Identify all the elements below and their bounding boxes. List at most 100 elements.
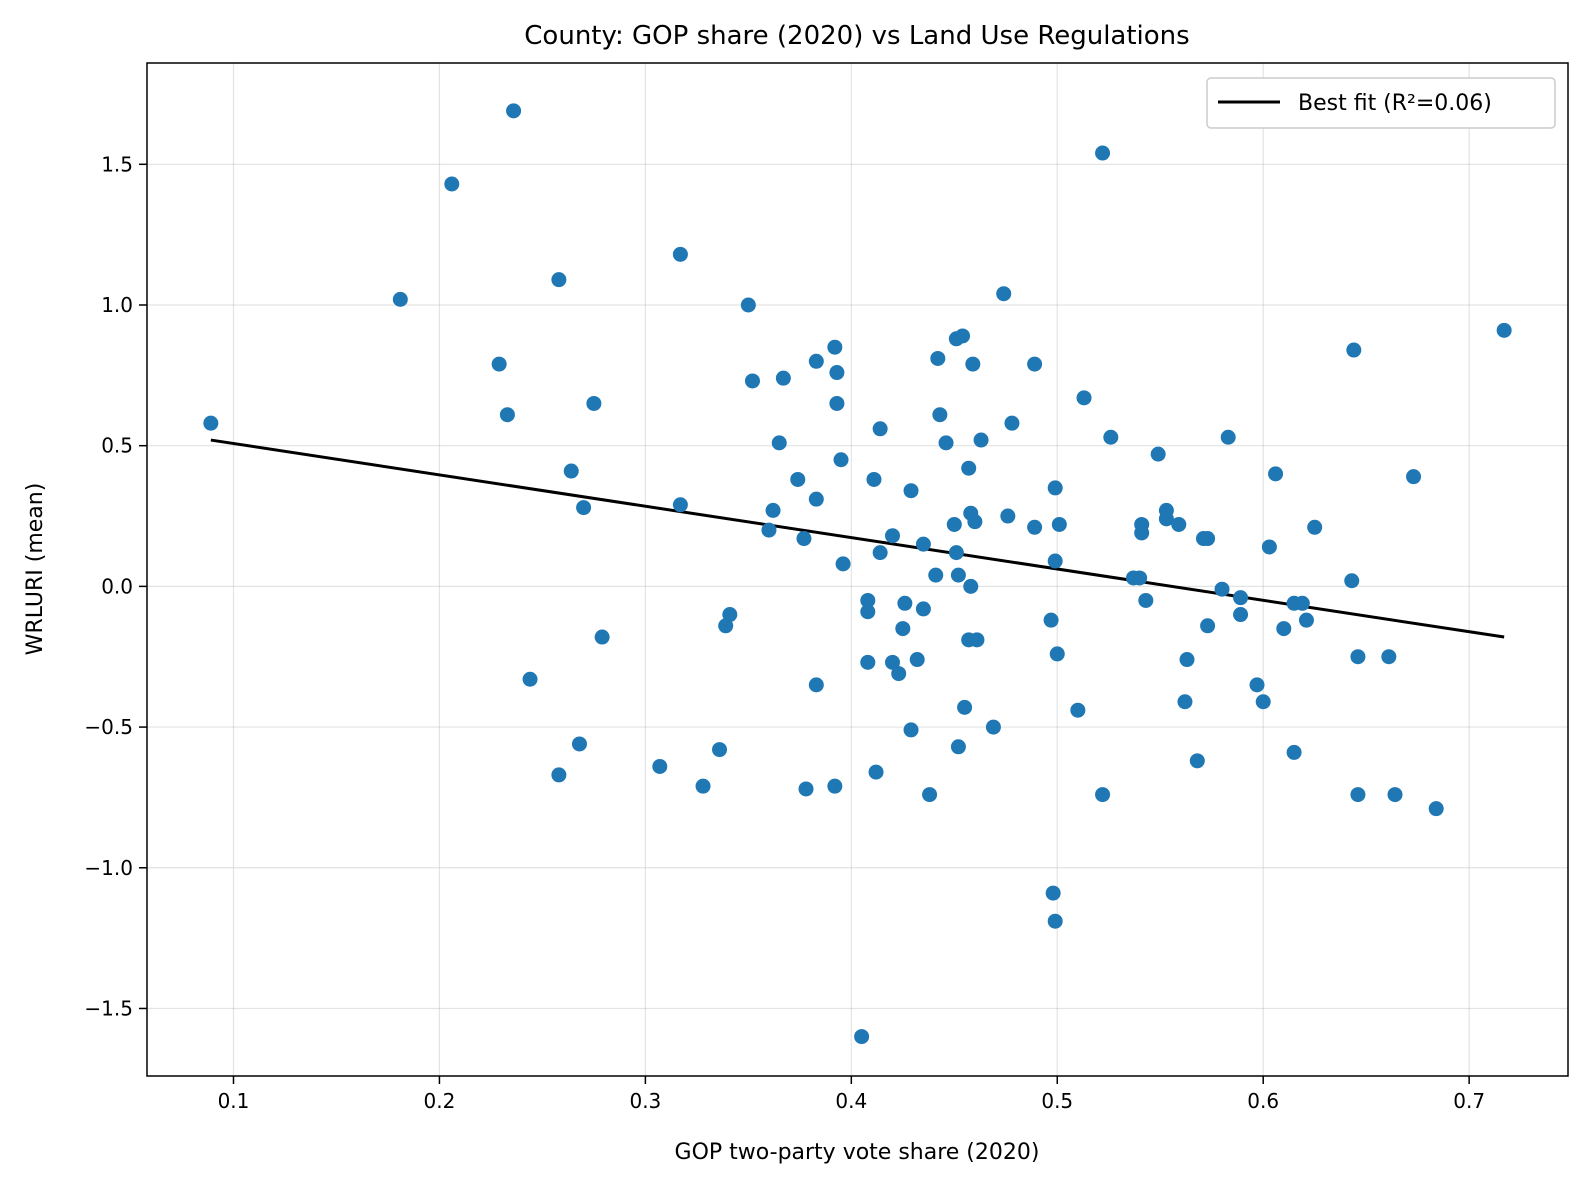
data-point [860,654,876,670]
data-point [1004,415,1020,431]
data-point [860,604,876,620]
data-point [903,483,919,499]
data-point [1179,652,1195,668]
data-point [1027,519,1043,535]
data-point [1150,446,1166,462]
x-tick-label: 0.1 [218,1089,250,1113]
data-point [946,516,962,532]
data-point [563,463,579,479]
data-point [909,652,925,668]
data-point [1255,694,1271,710]
y-axis-ticks: −1.5 −1.0 −0.5 0.0 0.5 1.0 1.5 [84,152,147,1020]
data-point [1045,885,1061,901]
data-point [796,531,812,547]
y-tick-label: 0.5 [101,434,133,458]
data-point [948,545,964,561]
data-point [967,514,983,530]
plot-frame [146,62,1569,1077]
data-point [1387,787,1403,803]
data-point [1286,744,1302,760]
data-point [790,471,806,487]
data-point [491,356,507,372]
data-point [829,395,845,411]
data-point [586,395,602,411]
data-point [950,739,966,755]
data-point [955,328,971,344]
data-point [872,421,888,437]
data-point [957,699,973,715]
data-point [996,286,1012,302]
data-point [1298,612,1314,628]
data-point [1027,356,1043,372]
data-point [1043,612,1059,628]
data-point [718,618,734,634]
x-tick-label: 0.5 [1041,1089,1073,1113]
data-point [499,407,515,423]
data-point [932,407,948,423]
data-point [761,522,777,538]
data-point [652,758,668,774]
data-point [740,297,756,313]
data-point [1134,525,1150,541]
data-point [712,742,728,758]
data-point [895,621,911,637]
data-point [1346,342,1362,358]
data-point [765,502,781,518]
data-point [915,601,931,617]
data-point [1233,590,1249,606]
data-point [1276,621,1292,637]
legend-box [1206,77,1556,129]
data-point [961,460,977,476]
data-point [1350,787,1366,803]
y-tick-label: 1.5 [101,152,133,176]
y-tick-label: −1.5 [84,996,133,1020]
data-point [1496,322,1512,338]
data-point [1132,570,1148,586]
data-point [576,500,592,516]
y-tick-label: −1.0 [84,856,133,880]
data-point [1103,429,1119,445]
x-tick-label: 0.6 [1247,1089,1279,1113]
data-point [1095,145,1111,161]
data-point [444,176,460,192]
data-point [571,736,587,752]
data-point [1047,553,1063,569]
data-point [915,536,931,552]
data-point [922,787,938,803]
legend: Best fit (R²=0.06) [1206,77,1556,129]
data-point [1189,753,1205,769]
data-point [771,435,787,451]
x-axis-label: GOP two-party vote share (2020) [675,1140,1040,1165]
data-point [1000,508,1016,524]
data-point [808,491,824,507]
data-point [1177,694,1193,710]
x-axis-ticks: 0.1 0.2 0.3 0.4 0.5 0.6 0.7 [218,1076,1485,1113]
data-point [808,353,824,369]
data-point [1220,429,1236,445]
data-point [1076,390,1092,406]
y-axis-label: WRLURI (mean) [23,483,48,656]
data-point [1051,516,1067,532]
data-point [827,339,843,355]
data-point [1307,519,1323,535]
data-point [1171,516,1187,532]
data-point [1047,913,1063,929]
data-point [203,415,219,431]
chart-title: County: GOP share (2020) vs Land Use Reg… [524,21,1189,51]
data-point [1381,649,1397,665]
y-tick-label: 1.0 [101,293,133,317]
data-point [1158,511,1174,527]
data-point [833,452,849,468]
data-point [885,528,901,544]
data-point [1049,646,1065,662]
x-tick-label: 0.3 [629,1089,661,1113]
data-point [1214,581,1230,597]
data-point [594,629,610,645]
data-point [1268,466,1284,482]
data-point [1095,787,1111,803]
data-point [1047,480,1063,496]
data-point [1261,539,1277,555]
data-point [897,595,913,611]
